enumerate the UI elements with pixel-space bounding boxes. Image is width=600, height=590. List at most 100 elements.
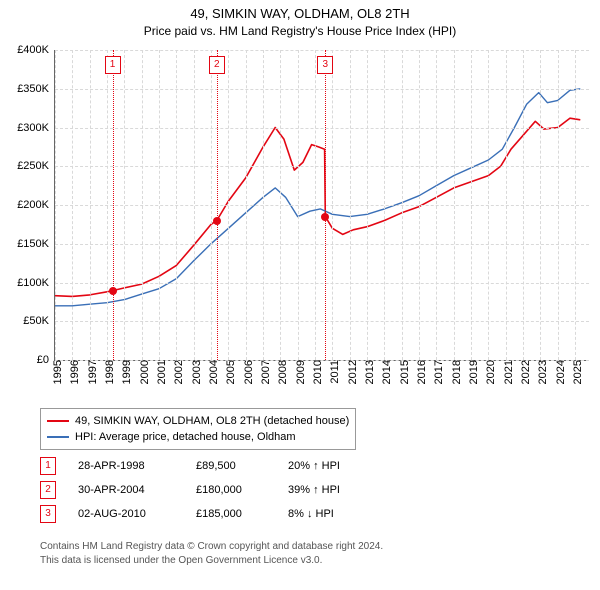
x-tick-label: 2024	[549, 360, 567, 384]
y-tick-label: £50K	[23, 315, 55, 327]
x-tick-label: 1999	[115, 360, 133, 384]
y-gridline	[55, 166, 589, 167]
x-gridline	[402, 50, 403, 360]
transaction-marker-box: 2	[209, 56, 225, 74]
x-tick-label: 2009	[289, 360, 307, 384]
x-gridline	[454, 50, 455, 360]
transaction-row: 128-APR-1998£89,50020% ↑ HPI	[40, 454, 378, 478]
legend-swatch	[47, 436, 69, 438]
x-tick-label: 2007	[254, 360, 272, 384]
legend-label: HPI: Average price, detached house, Oldh…	[75, 429, 296, 445]
x-tick-label: 2001	[150, 360, 168, 384]
footer-line1: Contains HM Land Registry data © Crown c…	[40, 540, 383, 554]
y-tick-label: £100K	[17, 277, 55, 289]
y-tick-label: £250K	[17, 160, 55, 172]
x-gridline	[159, 50, 160, 360]
y-gridline	[55, 89, 589, 90]
x-gridline	[228, 50, 229, 360]
x-tick-label: 2016	[410, 360, 428, 384]
series-hpi	[55, 89, 580, 306]
x-gridline	[211, 50, 212, 360]
transaction-pct: 39% ↑ HPI	[288, 484, 378, 496]
x-gridline	[350, 50, 351, 360]
x-tick-label: 2003	[185, 360, 203, 384]
y-gridline	[55, 321, 589, 322]
x-tick-label: 1998	[98, 360, 116, 384]
y-gridline	[55, 50, 589, 51]
transaction-date: 02-AUG-2010	[78, 508, 174, 520]
x-tick-label: 2013	[358, 360, 376, 384]
transaction-row: 2 30-APR-2004 £180,000 39% ↑ HPI	[40, 478, 378, 502]
x-tick-label: 2000	[133, 360, 151, 384]
x-tick-label: 2004	[202, 360, 220, 384]
x-gridline	[90, 50, 91, 360]
y-gridline	[55, 283, 589, 284]
x-tick-label: 2010	[306, 360, 324, 384]
x-tick-label: 2014	[375, 360, 393, 384]
transaction-date: 28-APR-1998	[78, 460, 174, 472]
transaction-vline	[325, 50, 326, 360]
transaction-date: 30-APR-2004	[78, 484, 174, 496]
x-gridline	[55, 50, 56, 360]
plot-area: £0£50K£100K£150K£200K£250K£300K£350K£400…	[54, 50, 589, 361]
y-tick-label: £350K	[17, 83, 55, 95]
x-gridline	[488, 50, 489, 360]
x-tick-label: 2011	[323, 360, 341, 384]
x-gridline	[107, 50, 108, 360]
x-gridline	[471, 50, 472, 360]
transaction-pct: 20% ↑ HPI	[288, 460, 378, 472]
legend-label: 49, SIMKIN WAY, OLDHAM, OL8 2TH (detache…	[75, 413, 349, 429]
x-tick-label: 2025	[566, 360, 584, 384]
x-tick-label: 2019	[462, 360, 480, 384]
legend-row: 49, SIMKIN WAY, OLDHAM, OL8 2TH (detache…	[47, 413, 349, 429]
x-gridline	[124, 50, 125, 360]
transaction-vline	[217, 50, 218, 360]
y-gridline	[55, 205, 589, 206]
x-tick-label: 1995	[46, 360, 64, 384]
x-gridline	[176, 50, 177, 360]
x-tick-label: 2012	[341, 360, 359, 384]
x-gridline	[72, 50, 73, 360]
series-subject	[55, 118, 580, 296]
x-gridline	[263, 50, 264, 360]
footer-line2: This data is licensed under the Open Gov…	[40, 554, 383, 568]
transaction-vline	[113, 50, 114, 360]
footer-attribution: Contains HM Land Registry data © Crown c…	[40, 540, 383, 568]
x-gridline	[246, 50, 247, 360]
x-tick-label: 2018	[445, 360, 463, 384]
x-gridline	[523, 50, 524, 360]
x-tick-label: 2015	[393, 360, 411, 384]
x-tick-label: 2006	[237, 360, 255, 384]
x-gridline	[367, 50, 368, 360]
transaction-pct: 8% ↓ HPI	[288, 508, 378, 520]
transaction-dot	[109, 287, 117, 295]
x-tick-label: 2020	[479, 360, 497, 384]
chart-container: 49, SIMKIN WAY, OLDHAM, OL8 2TH Price pa…	[0, 0, 600, 590]
x-tick-label: 1997	[81, 360, 99, 384]
x-gridline	[436, 50, 437, 360]
transaction-price: £89,500	[196, 460, 266, 472]
x-gridline	[506, 50, 507, 360]
y-gridline	[55, 128, 589, 129]
x-gridline	[558, 50, 559, 360]
y-tick-label: £300K	[17, 122, 55, 134]
chart-title-line2: Price paid vs. HM Land Registry's House …	[0, 24, 600, 38]
x-tick-label: 1996	[63, 360, 81, 384]
x-gridline	[142, 50, 143, 360]
legend: 49, SIMKIN WAY, OLDHAM, OL8 2TH (detache…	[40, 408, 356, 450]
x-tick-label: 2022	[514, 360, 532, 384]
legend-row: HPI: Average price, detached house, Oldh…	[47, 429, 349, 445]
x-gridline	[280, 50, 281, 360]
x-gridline	[315, 50, 316, 360]
legend-swatch	[47, 420, 69, 422]
y-tick-label: £400K	[17, 44, 55, 56]
transaction-row-marker: 3	[40, 505, 56, 523]
y-gridline	[55, 244, 589, 245]
x-tick-label: 2021	[497, 360, 515, 384]
transaction-row-marker: 2	[40, 481, 56, 499]
y-tick-label: £150K	[17, 238, 55, 250]
transaction-price: £180,000	[196, 484, 266, 496]
x-gridline	[419, 50, 420, 360]
transaction-price: £185,000	[196, 508, 266, 520]
y-tick-label: £200K	[17, 199, 55, 211]
